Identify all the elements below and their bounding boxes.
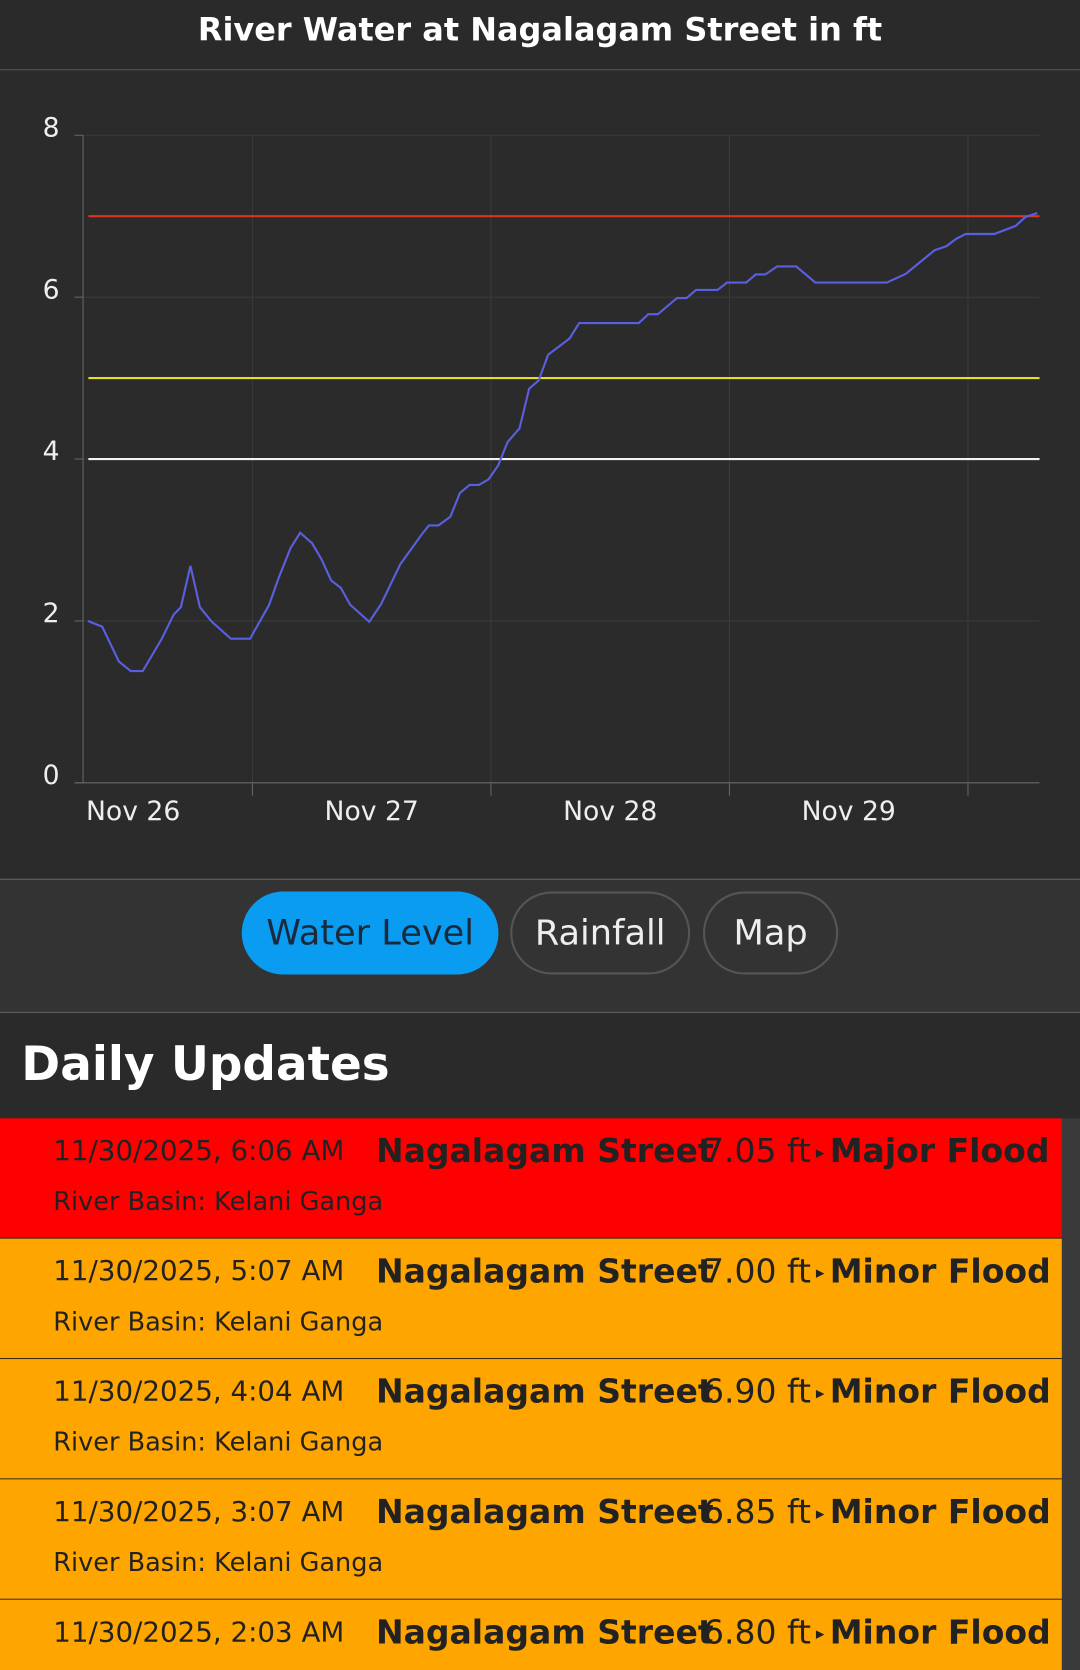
x-tick-label: Nov 29 xyxy=(802,796,896,827)
update-basin: River Basin: Kelani Ganga xyxy=(53,1306,384,1337)
update-basin: River Basin: Kelani Ganga xyxy=(53,1427,384,1458)
status-arrow: ▸ xyxy=(815,1502,825,1524)
y-tick-label: 6 xyxy=(43,274,60,305)
update-basin: River Basin: Kelani Ganga xyxy=(53,1547,384,1578)
update-status: Minor Flood xyxy=(829,1372,1051,1412)
update-station: Nagalagam Street xyxy=(375,1132,714,1171)
update-time: 11/30/2025, 3:07 AM xyxy=(53,1496,345,1529)
update-time: 11/30/2025, 4:04 AM xyxy=(53,1376,345,1409)
y-tick-label: 0 xyxy=(43,760,60,791)
update-status: Minor Flood xyxy=(829,1493,1051,1532)
update-time: 11/30/2025, 2:03 AM xyxy=(53,1616,345,1649)
update-station: Nagalagam Street xyxy=(375,1613,714,1652)
tab-button[interactable]: Rainfall xyxy=(510,891,691,975)
update-station: Nagalagam Street xyxy=(375,1372,714,1412)
update-level: 6.90 ft xyxy=(702,1372,811,1412)
update-row[interactable]: 11/30/2025, 6:06 AM Nagalagam Street 7.05 … xyxy=(0,1118,1062,1239)
update-level: 7.05 ft xyxy=(702,1132,811,1171)
update-station: Nagalagam Street xyxy=(375,1493,714,1532)
update-time: 11/30/2025, 5:07 AM xyxy=(53,1255,345,1288)
updates-heading: Daily Updates xyxy=(0,1012,1080,1119)
tab-button[interactable]: Map xyxy=(702,891,839,975)
data-line xyxy=(87,212,1038,673)
update-row[interactable]: 11/30/2025, 3:07 AM Nagalagam Street 6.85 … xyxy=(0,1479,1062,1600)
update-basin: River Basin: Kelani Ganga xyxy=(53,1186,384,1217)
y-tick-label: 2 xyxy=(43,598,60,629)
y-tick-label: 8 xyxy=(43,112,60,143)
status-arrow: ▸ xyxy=(815,1382,825,1403)
y-tick-label: 4 xyxy=(43,436,60,467)
update-row[interactable]: 11/30/2025, 5:07 AM Nagalagam Street 7.00 … xyxy=(0,1238,1062,1360)
update-station: Nagalagam Street xyxy=(375,1252,714,1291)
x-tick-label: Nov 26 xyxy=(86,796,180,827)
status-arrow: ▸ xyxy=(815,1623,825,1644)
status-arrow: ▸ xyxy=(815,1262,825,1283)
update-level: 7.00 ft xyxy=(702,1252,811,1291)
update-time: 11/30/2025, 6:06 AM xyxy=(53,1135,345,1168)
scrollbar xyxy=(1061,1118,1080,1670)
tab-bar: Water Level Rainfall Map xyxy=(0,878,1080,1013)
chart-bg xyxy=(0,70,1080,879)
tab-button[interactable]: Water Level xyxy=(241,891,499,975)
x-tick-label: Nov 28 xyxy=(563,796,657,827)
x-tick-label: Nov 27 xyxy=(325,796,419,827)
update-status: Minor Flood xyxy=(829,1252,1051,1291)
update-level: 6.80 ft xyxy=(702,1613,811,1652)
update-status: Minor Flood xyxy=(829,1613,1051,1652)
update-status: Major Flood xyxy=(829,1132,1050,1171)
update-row[interactable]: 11/30/2025, 4:04 AM Nagalagam Street 6.90 … xyxy=(0,1359,1062,1480)
status-arrow: ▸ xyxy=(815,1141,825,1163)
header-title: River Water at Nagalagam Street in ft xyxy=(0,0,1080,71)
update-level: 6.85 ft xyxy=(702,1493,811,1532)
update-row[interactable]: 11/30/2025, 2:03 AM Nagalagam Street 6.80 … xyxy=(0,1599,1062,1670)
chart: 0 2 4 6 8 Nov 26 Nov 27 Nov 28 Nov 29 xyxy=(0,70,1080,879)
